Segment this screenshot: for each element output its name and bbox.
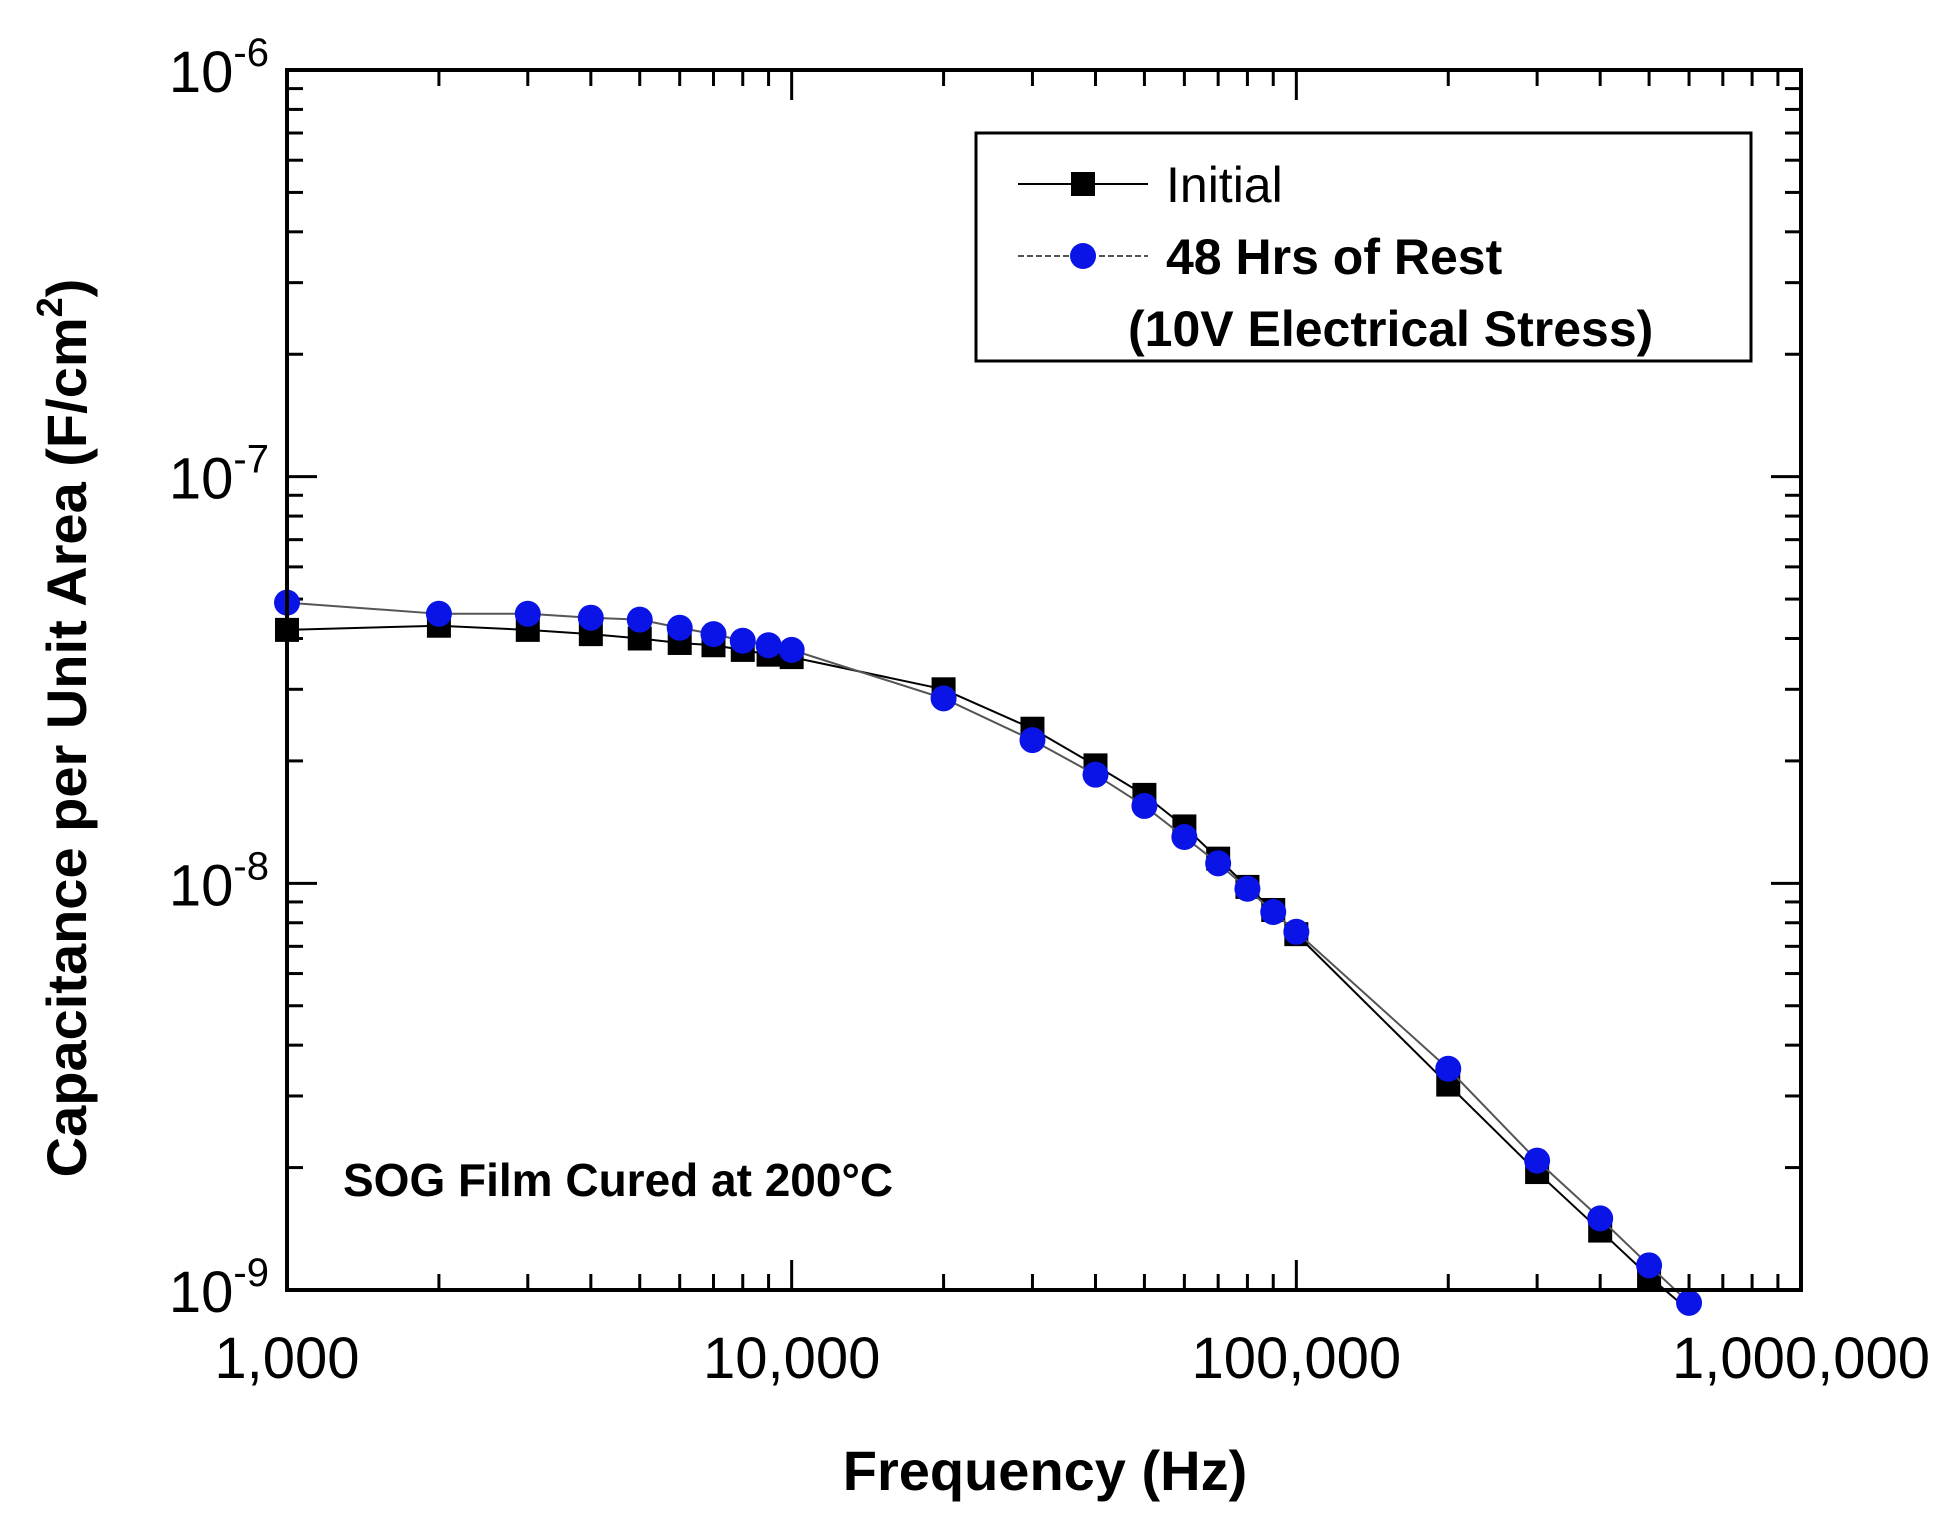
y-tick-label-base: 10 xyxy=(169,447,234,512)
data-point-circle xyxy=(577,604,604,631)
data-point-circle xyxy=(1676,1289,1703,1316)
data-point-circle xyxy=(425,600,452,627)
x-axis-title: Frequency (Hz) xyxy=(843,1439,1248,1502)
legend-label-rest: 48 Hrs of Rest xyxy=(1166,229,1503,285)
data-point-circle xyxy=(778,636,805,663)
y-tick-label-exp: -6 xyxy=(233,31,269,75)
y-axis-title-close: ) xyxy=(35,279,98,298)
data-point-circle xyxy=(1636,1252,1663,1279)
data-point-circle xyxy=(626,606,653,633)
data-point-circle xyxy=(700,621,727,648)
data-point-circle xyxy=(1131,792,1158,819)
legend-marker-initial xyxy=(1071,172,1095,196)
data-point-circle xyxy=(1019,727,1046,754)
y-tick-label: 10-6 xyxy=(169,31,269,105)
y-axis-title: Capacitance per Unit Area (F/cm2) xyxy=(29,279,98,1178)
y-tick-label: 10-7 xyxy=(169,438,269,512)
y-axis-title-main: Capacitance per Unit Area (F/cm xyxy=(35,317,98,1177)
data-point-circle xyxy=(1234,875,1261,902)
series-48-hrs-rest xyxy=(274,589,1703,1316)
data-point-circle xyxy=(1082,761,1109,788)
data-point-circle xyxy=(1171,823,1198,850)
data-point-circle xyxy=(1587,1205,1614,1232)
y-tick-label-exp: -9 xyxy=(233,1251,269,1295)
data-point-circle xyxy=(514,600,541,627)
tick-labels: 1,000 10,000 100,000 1,000,00010-910-810-71… xyxy=(169,31,1930,1391)
plot-frame xyxy=(285,68,1803,1292)
data-point-circle xyxy=(1283,918,1310,945)
x-tick-label: 1,000,000 xyxy=(1672,1326,1930,1391)
legend-label-initial: Initial xyxy=(1166,157,1283,213)
x-tick-label: 10,000 xyxy=(703,1326,880,1391)
annotation-cure-temp: SOG Film Cured at 200°C xyxy=(343,1154,893,1206)
data-point-circle xyxy=(729,627,756,654)
y-tick-label-exp: -7 xyxy=(233,438,269,482)
y-axis-title-sup: 2 xyxy=(29,297,70,317)
legend: Initial 48 Hrs of Rest (10V Electrical S… xyxy=(974,131,1753,363)
data-point-circle xyxy=(1260,899,1287,926)
y-tick-label: 10-8 xyxy=(169,844,269,918)
data-point-circle xyxy=(930,685,957,712)
y-tick-label-base: 10 xyxy=(169,1260,234,1325)
legend-marker-rest xyxy=(1070,243,1096,269)
legend-box xyxy=(974,131,1753,363)
x-tick-label: 100,000 xyxy=(1192,1326,1402,1391)
legend-label-rest-line2: (10V Electrical Stress) xyxy=(1128,301,1653,357)
y-tick-label: 10-9 xyxy=(169,1251,269,1325)
y-tick-label-exp: -8 xyxy=(233,844,269,888)
data-point-circle xyxy=(1435,1055,1462,1082)
y-tick-label-base: 10 xyxy=(169,40,234,105)
data-point-circle xyxy=(1524,1147,1551,1174)
data-point-circle xyxy=(666,614,693,641)
data-point-circle xyxy=(755,632,782,659)
x-tick-label: 1,000 xyxy=(214,1326,359,1391)
data-point-circle xyxy=(1205,850,1232,877)
y-tick-label-base: 10 xyxy=(169,853,234,918)
